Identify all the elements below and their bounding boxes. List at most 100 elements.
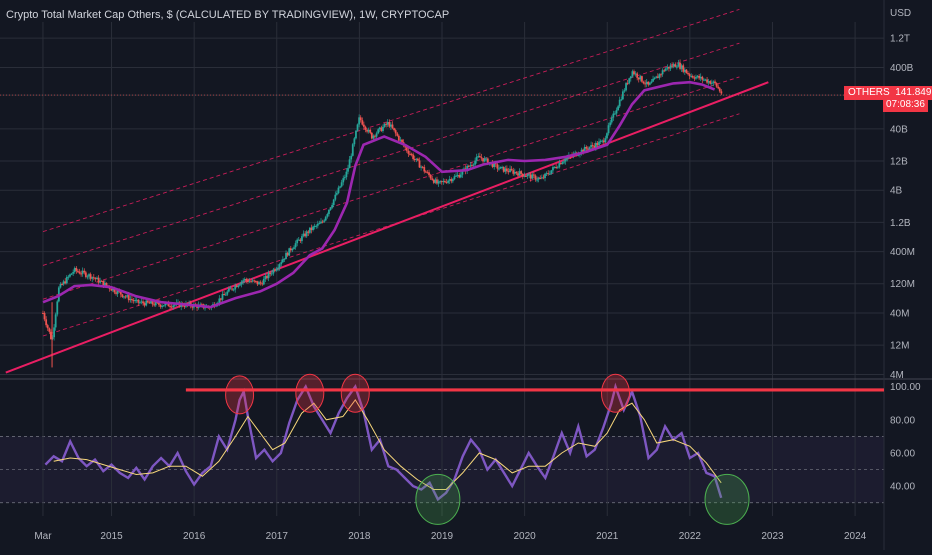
candle-body <box>561 162 564 164</box>
candle-body <box>629 76 632 79</box>
candle-body <box>393 128 395 131</box>
price-axis-tick: 12M <box>890 341 909 352</box>
candle-body <box>469 165 472 167</box>
candle-body <box>501 166 504 168</box>
candle-body <box>383 123 386 127</box>
candle-body <box>675 66 678 68</box>
candle-body <box>509 168 511 172</box>
candle-body <box>115 292 117 294</box>
candle-body <box>164 303 167 306</box>
rsi-top-highlight <box>600 373 630 413</box>
candle-body <box>680 65 683 69</box>
candle-body <box>617 106 620 111</box>
candle-body <box>432 179 435 183</box>
support-trendline <box>5 81 769 374</box>
candle-body <box>86 276 89 278</box>
candle-body <box>372 135 375 139</box>
candle-body <box>88 274 90 277</box>
candle-body <box>661 70 664 75</box>
candle-body <box>407 150 410 154</box>
candle-body <box>709 81 712 84</box>
rsi-bottom-highlight <box>415 473 461 525</box>
rsi-axis-tick: 40.00 <box>890 482 915 493</box>
candle-body <box>606 133 608 139</box>
candle-body <box>698 75 701 79</box>
candle-body <box>517 173 519 176</box>
candle-body <box>345 171 348 178</box>
candle-body <box>436 179 438 184</box>
candle-body <box>658 74 661 78</box>
candle-body <box>671 65 674 67</box>
candle-body <box>518 171 521 176</box>
price-axis-tick: 120M <box>890 279 915 290</box>
rsi-axis-tick: 80.00 <box>890 415 915 426</box>
candle-body <box>200 304 203 306</box>
candle-body <box>64 281 67 284</box>
candle-body <box>369 129 372 133</box>
candle-body <box>688 74 691 77</box>
candle-body <box>520 171 523 174</box>
candle-body <box>281 259 284 263</box>
candle-body <box>272 269 275 274</box>
candle-body <box>496 164 499 169</box>
candle-body <box>426 172 429 174</box>
candle-body <box>221 293 224 300</box>
candle-body <box>558 163 561 168</box>
candle-body <box>710 82 713 84</box>
candle-body <box>650 81 653 83</box>
candle-body <box>46 325 49 329</box>
candle-body <box>251 280 254 282</box>
candle-body <box>456 175 459 177</box>
candle-body <box>594 142 597 148</box>
candle-body <box>434 179 437 183</box>
candle-body <box>362 124 365 127</box>
candle-body <box>235 285 238 287</box>
candle-body <box>102 280 105 286</box>
candle-body <box>69 274 71 277</box>
candle-body <box>440 181 443 183</box>
candle-body <box>113 288 116 293</box>
candle-body <box>674 64 677 67</box>
candle-body <box>555 166 558 168</box>
candle-body <box>423 167 426 172</box>
candle-body <box>264 275 267 279</box>
candle-body <box>331 205 334 208</box>
candle-body <box>610 117 613 123</box>
candle-body <box>361 120 364 125</box>
candle-body <box>297 239 300 241</box>
candle-body <box>486 158 489 165</box>
candle-body <box>348 159 351 168</box>
candle-body <box>224 294 227 296</box>
candle-body <box>542 177 545 179</box>
candle-body <box>618 99 621 107</box>
candle-body <box>498 168 500 170</box>
candle-body <box>513 171 516 174</box>
candle-body <box>502 166 505 172</box>
candle-body <box>324 216 327 221</box>
candle-body <box>104 282 106 286</box>
candle-body <box>374 135 376 137</box>
time-axis-tick: 2018 <box>348 531 371 542</box>
price-tag-countdown: 07:08:36 <box>883 98 928 112</box>
candle-body <box>529 174 532 179</box>
rsi-signal-line <box>53 399 722 490</box>
time-axis-tick: 2020 <box>513 531 536 542</box>
candle-body <box>312 226 314 231</box>
candle-body <box>702 79 705 81</box>
candle-body <box>334 194 337 200</box>
candle-body <box>137 299 140 303</box>
candle-body <box>158 302 160 305</box>
candle-body <box>315 225 318 227</box>
candle-body <box>663 70 666 72</box>
candle-body <box>143 303 146 306</box>
rsi-line <box>44 382 723 502</box>
candle-body <box>301 236 303 242</box>
candle-body <box>99 280 102 283</box>
candle-body <box>388 122 391 127</box>
candle-body <box>72 272 75 274</box>
price-axis-tick: 40B <box>890 124 908 135</box>
candle-body <box>590 145 592 148</box>
candle-body <box>451 179 454 182</box>
